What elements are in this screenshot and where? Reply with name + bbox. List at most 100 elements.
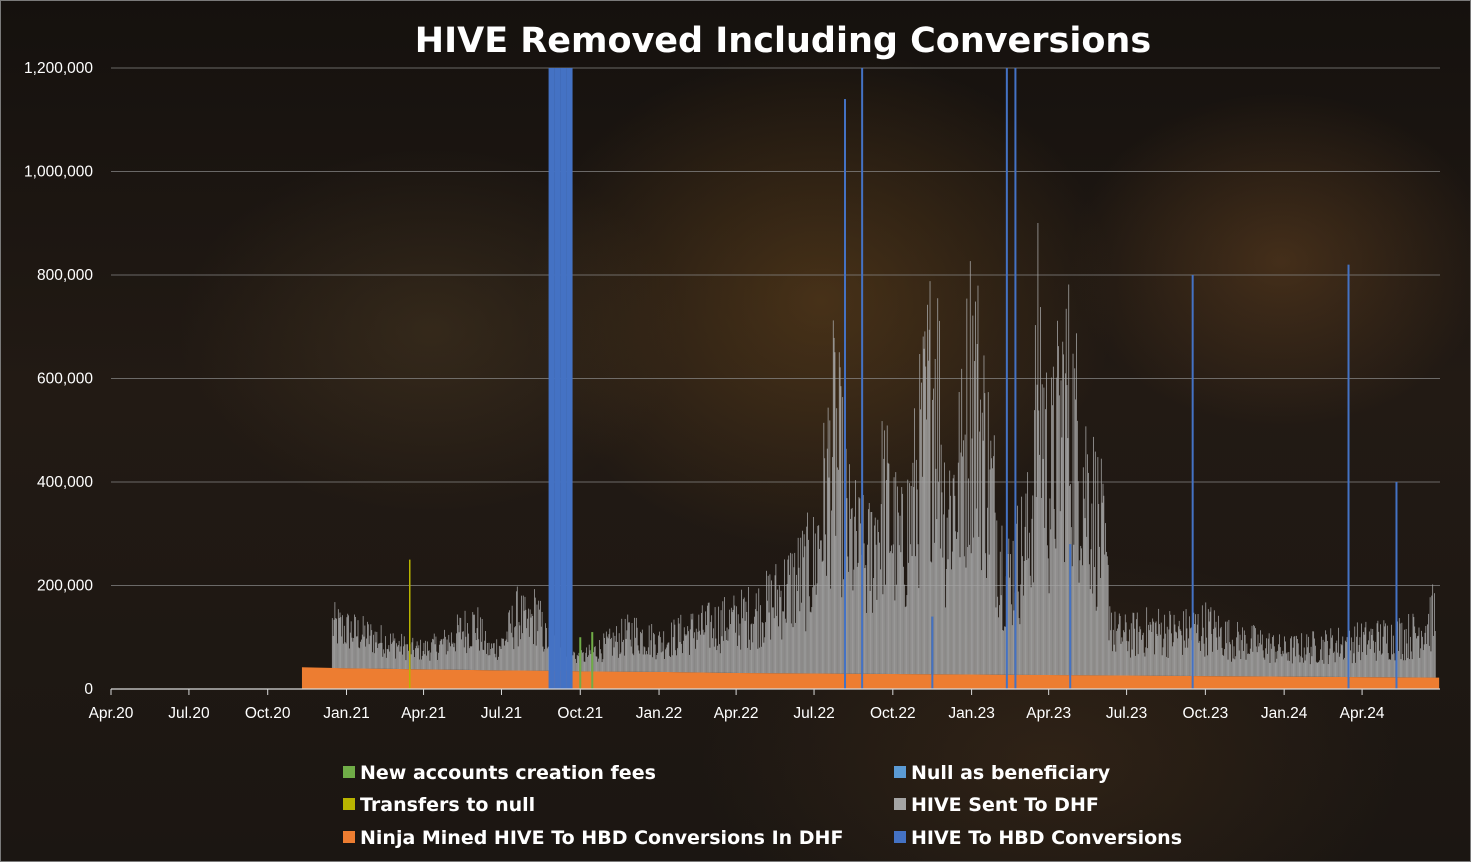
bar-hive-sent-dhf <box>1418 627 1420 678</box>
bar-hive-sent-dhf <box>481 619 483 671</box>
bar-hive-sent-dhf <box>1108 640 1110 676</box>
bar-hive-sent-dhf <box>1083 498 1085 676</box>
bar-hive-sent-dhf <box>610 639 612 672</box>
bar-hive-sent-dhf <box>1046 372 1047 676</box>
bar-hive-sent-dhf <box>1302 657 1303 677</box>
bar-hive-sent-dhf <box>469 646 471 670</box>
bar-hive-sent-dhf <box>526 628 528 671</box>
bar-hive-sent-dhf <box>1153 654 1155 676</box>
bar-hive-sent-dhf <box>1152 618 1154 676</box>
bar-hive-sent-dhf <box>1330 628 1332 677</box>
bar-hive-sent-dhf <box>1201 605 1203 677</box>
bar-hive-sent-dhf <box>1011 625 1013 675</box>
bar-hive-sent-dhf <box>646 650 647 672</box>
bar-hive-sent-dhf <box>953 474 955 675</box>
bar-hive-sent-dhf <box>828 477 830 674</box>
bar-hive-sent-dhf <box>1324 641 1326 677</box>
bar-hive-sent-dhf <box>1091 503 1093 676</box>
bar-hive-sent-dhf <box>637 645 639 672</box>
bar-hive-sent-dhf <box>597 661 599 672</box>
bar-hive-sent-dhf <box>392 633 394 669</box>
bar-hive-sent-dhf <box>1026 560 1028 675</box>
bar-hive-sent-dhf <box>674 624 676 673</box>
bar-hive-sent-dhf <box>700 634 701 673</box>
bar-hive-sent-dhf <box>368 644 370 669</box>
bar-hive-sent-dhf <box>688 631 689 673</box>
bar-hive-sent-dhf <box>952 478 954 675</box>
bar-hive-sent-dhf <box>933 388 934 675</box>
bar-hive-sent-dhf <box>1339 653 1341 677</box>
bar-hive-sent-dhf <box>1290 638 1291 677</box>
bar-hive-sent-dhf <box>820 540 822 674</box>
bar-hive-sent-dhf <box>1204 656 1206 677</box>
bar-hive-sent-dhf <box>962 456 963 675</box>
bar-hive-sent-dhf <box>1018 618 1020 675</box>
bar-hive-sent-dhf <box>1188 638 1190 676</box>
bar-hive-sent-dhf <box>1165 656 1167 676</box>
bar-hive-sent-dhf <box>402 654 403 670</box>
bar-hive-sent-dhf <box>810 612 812 674</box>
bar-hive-sent-dhf <box>1390 659 1392 678</box>
bar-hive-sent-dhf <box>497 659 498 671</box>
bar-hive-sent-dhf <box>998 605 1000 675</box>
bar-hive-sent-dhf <box>738 635 740 673</box>
bar-hive-sent-dhf <box>824 458 826 674</box>
bar-hive-sent-dhf <box>740 649 742 673</box>
bar-hive-sent-dhf <box>1032 495 1034 675</box>
bar-hive-sent-dhf <box>836 408 838 674</box>
bar-hive-sent-dhf <box>1392 635 1394 678</box>
bar-hive-sent-dhf <box>1159 624 1160 676</box>
bar-hive-sent-dhf <box>989 469 991 675</box>
bar-hive-sent-dhf <box>546 648 548 671</box>
bar-hive-sent-dhf <box>1406 643 1408 678</box>
bar-hive-sent-dhf <box>339 612 341 669</box>
x-tick-label: Apr.22 <box>714 705 759 722</box>
bar-hive-sent-dhf <box>477 607 479 671</box>
bar-hive-sent-dhf <box>1087 454 1088 676</box>
bar-hive-sent-dhf <box>581 650 582 672</box>
bar-hive-sent-dhf <box>969 261 971 675</box>
bar-hive-sent-dhf <box>634 617 635 672</box>
bar-hive-sent-dhf <box>1236 637 1237 677</box>
x-tick-label: Jul.23 <box>1106 705 1147 722</box>
bar-hive-sent-dhf <box>912 462 914 675</box>
series-area-ninja-conversions <box>301 667 1440 689</box>
bar-hive-sent-dhf <box>432 638 433 670</box>
bar-hive-sent-dhf <box>1334 662 1336 677</box>
bar-hive-sent-dhf <box>625 638 627 672</box>
bar-hive-sent-dhf <box>390 633 391 669</box>
bar-hive-sent-dhf <box>536 604 538 671</box>
bar-hive-sent-dhf <box>942 557 944 675</box>
bar-hive-sent-dhf <box>1225 621 1226 677</box>
bar-hive-sent-dhf <box>937 298 939 675</box>
bar-hive-sent-dhf <box>1227 659 1229 677</box>
bar-hive-sent-dhf <box>684 634 686 673</box>
bar-hive-sent-dhf <box>974 361 975 675</box>
bar-hive-sent-dhf <box>1033 582 1035 675</box>
bar-hive-sent-dhf <box>1267 638 1269 677</box>
bar-hive-sent-dhf <box>638 650 640 672</box>
bar-hive-sent-dhf <box>882 594 884 674</box>
bar-hive-sent-dhf <box>1147 648 1148 676</box>
bar-hive-sent-dhf <box>1251 625 1253 677</box>
bar-hive-sent-dhf <box>1247 653 1249 677</box>
bar-hive-sent-dhf <box>1060 380 1062 676</box>
bar-hive-sent-dhf <box>630 646 632 672</box>
bar-hive-sent-dhf <box>814 585 815 674</box>
bar-hive-sent-dhf <box>1154 622 1156 676</box>
bar-hive-sent-dhf <box>980 399 981 675</box>
bar-hive-sent-dhf <box>1112 651 1113 676</box>
bar-hive-sent-dhf <box>704 632 706 673</box>
bar-hive-sent-dhf <box>1382 636 1384 678</box>
bar-hive-sent-dhf <box>516 586 518 671</box>
bar-hive-sent-dhf <box>711 615 713 673</box>
bar-hive-sent-dhf <box>350 621 352 669</box>
bar-hive-sent-dhf <box>614 635 616 672</box>
bar-hive-sent-dhf <box>442 644 444 670</box>
bar-hive-hbd-conversions <box>861 68 864 689</box>
bar-hive-sent-dhf <box>827 407 829 674</box>
bar-hive-sent-dhf <box>1036 384 1038 675</box>
bar-hive-sent-dhf <box>1219 628 1221 677</box>
bar-hive-sent-dhf <box>779 597 781 674</box>
bar-hive-sent-dhf <box>721 636 723 673</box>
